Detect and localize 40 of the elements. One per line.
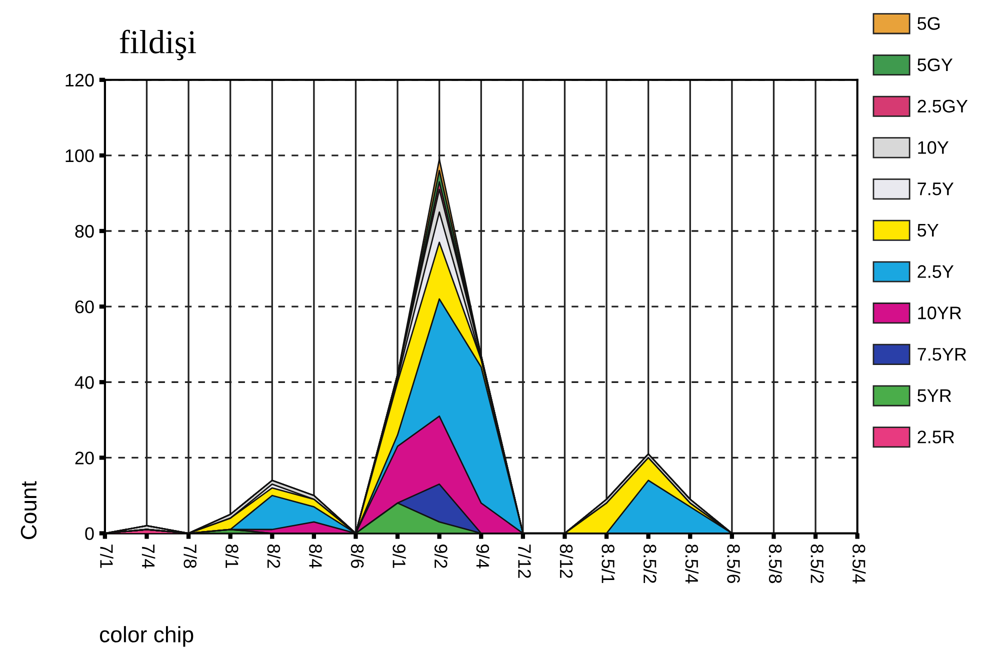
- y-tick-label: 20: [75, 452, 94, 464]
- x-tick-label: 8.5/2: [810, 544, 824, 583]
- y-tick-label: 60: [75, 300, 94, 314]
- legend-label: 5G: [918, 17, 940, 30]
- legend-label: 7.5YR: [918, 348, 966, 361]
- x-tick-label: 8/6: [350, 544, 364, 568]
- y-tick-label: 80: [75, 224, 94, 238]
- y-tick-label: 100: [66, 149, 94, 162]
- x-tick-label: 8/12: [560, 544, 574, 578]
- x-tick-label: 8.5/4: [852, 544, 866, 584]
- x-tick-label: 8.5/4: [685, 544, 699, 584]
- y-tick-label: 0: [85, 527, 94, 540]
- y-tick-label: 120: [66, 74, 94, 87]
- x-tick-label: 7/4: [142, 544, 156, 568]
- x-tick-label: 8/2: [267, 544, 281, 568]
- legend-label: 7.5Y: [918, 182, 954, 196]
- x-tick-label: 8.5/1: [602, 544, 615, 583]
- legend-label: 10YR: [918, 306, 962, 320]
- legend-label: 2.5R: [918, 430, 954, 444]
- x-tick-label: 7/1: [100, 544, 114, 568]
- x-tick-label: 8/4: [309, 544, 322, 568]
- legend-label: 2.5GY: [918, 100, 968, 113]
- legend-label: 5Y: [918, 224, 938, 237]
- y-tick-label: 40: [74, 376, 94, 389]
- x-tick-label: 8.5/2: [643, 544, 657, 583]
- chart-title: fildişi: [120, 30, 196, 60]
- legend-label: 5YR: [918, 389, 952, 402]
- x-tick-label: 8.5/8: [768, 544, 782, 584]
- x-tick-label: 8/1: [225, 544, 239, 568]
- x-tick-label: 7/8: [184, 544, 197, 568]
- x-axis-title: color chip: [100, 626, 194, 647]
- y-axis-title: Count: [20, 481, 37, 540]
- legend-label: 10Y: [918, 141, 949, 154]
- x-tick-label: 9/4: [476, 544, 490, 568]
- x-tick-label: 9/2: [434, 544, 448, 568]
- legend-label: 5GY: [918, 58, 953, 72]
- x-tick-label: 9/1: [392, 544, 406, 568]
- x-tick-label: 8.5/6: [727, 544, 740, 584]
- x-tick-label: 7/12: [518, 544, 532, 578]
- legend-label: 2.5Y: [918, 265, 954, 278]
